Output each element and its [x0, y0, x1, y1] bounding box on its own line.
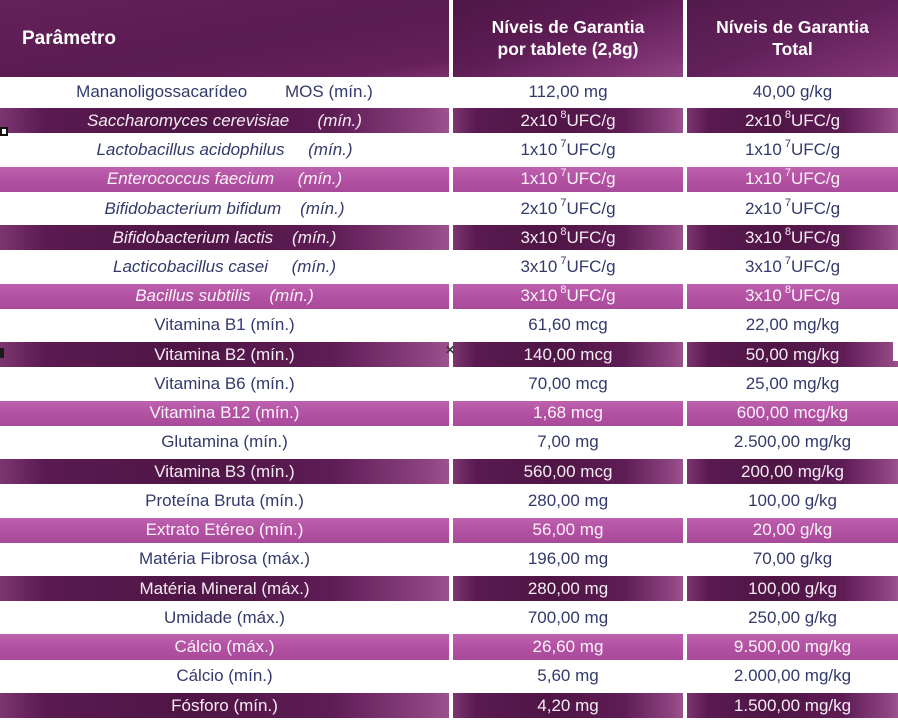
param-cell: Cálcio (mín.) — [0, 661, 449, 691]
table-row: Enterococcus faecium (mín.) 1x10 7 UFC/g 1x… — [0, 164, 898, 194]
param-cell: Bifidobacterium bifidum (mín.) — [0, 193, 449, 224]
per-tablet-value-cell: 7,00 mg — [453, 427, 683, 458]
param-cell: Vitamina B3 (mín.) — [0, 457, 449, 487]
table-row: Saccharomyces cerevisiae (mín.) 2x10 8 UFC… — [0, 106, 898, 136]
table-row: Cálcio (mín.) 5,60 mg 2.000,00 mg/kg — [0, 661, 898, 691]
per-tablet-value-cell: 700,00 mg — [453, 603, 683, 633]
total-value-cell: 2x10 7 UFC/g — [687, 193, 898, 224]
table-row: Vitamina B2 (mín.) 140,00 mcg 50,00 mg/kg — [0, 340, 898, 370]
param-cell: Lacticobacillus casei (mín.) — [0, 252, 449, 282]
total-value-cell: 2.500,00 mg/kg — [687, 427, 898, 458]
total-value-cell: 40,00 g/kg — [687, 77, 898, 107]
table-row: Bifidobacterium bifidum (mín.) 2x10 7 UFC/… — [0, 193, 898, 224]
per-tablet-value-cell: 1x10 7 UFC/g — [453, 135, 683, 165]
per-tablet-value-cell: 196,00 mg — [453, 544, 683, 574]
selection-handle-icon — [0, 127, 8, 136]
param-cell: Enterococcus faecium (mín.) — [0, 164, 449, 194]
table-row: Bacillus subtilis (mín.) 3x10 8 UFC/g 3x10 8… — [0, 281, 898, 311]
per-tablet-value-cell: 560,00 mcg — [453, 457, 683, 487]
total-value-cell: 50,00 mg/kg — [687, 340, 898, 370]
table-row: Bifidobacterium lactis (mín.) 3x10 8 UFC/g… — [0, 223, 898, 253]
param-cell: Matéria Fibrosa (máx.) — [0, 544, 449, 574]
per-tablet-value-cell: 280,00 mg — [453, 573, 683, 604]
total-value-cell: 70,00 g/kg — [687, 544, 898, 574]
total-value-cell: 250,00 g/kg — [687, 603, 898, 633]
per-tablet-value-cell: 70,00 mcg — [453, 369, 683, 399]
total-value-cell: 20,00 g/kg — [687, 515, 898, 545]
total-value-cell: 9.500,00 mg/kg — [687, 632, 898, 662]
total-value-cell: 100,00 g/kg — [687, 486, 898, 516]
total-value-cell: 3x10 8 UFC/g — [687, 223, 898, 253]
table-row: Fósforo (mín.) 4,20 mg 1.500,00 mg/kg — [0, 690, 898, 720]
move-cursor-icon: ✕ — [444, 343, 456, 357]
per-tablet-value-cell: 56,00 mg — [453, 515, 683, 545]
table-row: Vitamina B12 (mín.) 1,68 mcg 600,00 mcg/kg — [0, 398, 898, 428]
total-value-cell: 100,00 g/kg — [687, 573, 898, 604]
per-tablet-value-cell: 2x10 8 UFC/g — [453, 106, 683, 136]
param-cell: Vitamina B1 (mín.) — [0, 310, 449, 341]
total-value-cell: 600,00 mcg/kg — [687, 398, 898, 428]
table-row: Proteína Bruta (mín.) 280,00 mg 100,00 g/k… — [0, 486, 898, 516]
per-tablet-value-cell: 4,20 mg — [453, 690, 683, 720]
per-tablet-value-cell: 61,60 mcg — [453, 310, 683, 341]
total-value-cell: 22,00 mg/kg — [687, 310, 898, 341]
table-row: Umidade (máx.) 700,00 mg 250,00 g/kg — [0, 603, 898, 633]
param-cell: Bacillus subtilis (mín.) — [0, 281, 449, 311]
total-value-cell: 200,00 mg/kg — [687, 457, 898, 487]
param-cell: Matéria Mineral (máx.) — [0, 573, 449, 604]
per-tablet-value-cell: 1,68 mcg — [453, 398, 683, 428]
per-tablet-value-cell: 5,60 mg — [453, 661, 683, 691]
param-cell: Proteína Bruta (mín.) — [0, 486, 449, 516]
table-row: Cálcio (máx.) 26,60 mg 9.500,00 mg/kg — [0, 632, 898, 662]
table-row: Extrato Etéreo (mín.) 56,00 mg 20,00 g/kg — [0, 515, 898, 545]
table-row: Mananoligossacarídeo MOS (mín.) 112,00 mg… — [0, 77, 898, 107]
table-body: Mananoligossacarídeo MOS (mín.) 112,00 mg… — [0, 77, 898, 720]
per-tablet-value-cell: 112,00 mg — [453, 77, 683, 107]
table-row: Matéria Mineral (máx.) 280,00 mg 100,00 g/… — [0, 573, 898, 604]
column-header-total: Níveis de Garantia Total — [687, 0, 898, 77]
total-value-cell: 1.500,00 mg/kg — [687, 690, 898, 720]
param-cell: Mananoligossacarídeo MOS (mín.) — [0, 77, 449, 107]
per-tablet-value-cell: 3x10 8 UFC/g — [453, 223, 683, 253]
param-cell: Glutamina (mín.) — [0, 427, 449, 458]
selection-handle-icon — [0, 348, 4, 358]
selection-handle-icon — [893, 341, 898, 361]
total-value-cell: 3x10 8 UFC/g — [687, 281, 898, 311]
total-value-cell: 2.000,00 mg/kg — [687, 661, 898, 691]
per-tablet-value-cell: 140,00 mcg — [453, 340, 683, 370]
table-row: Vitamina B6 (mín.) 70,00 mcg 25,00 mg/kg — [0, 369, 898, 399]
column-header-per-tablet: Níveis de Garantia por tablete (2,8g) — [453, 0, 683, 77]
table-row: Lacticobacillus casei (mín.) 3x10 7 UFC/g 3… — [0, 252, 898, 282]
table-row: Glutamina (mín.) 7,00 mg 2.500,00 mg/kg — [0, 427, 898, 458]
param-cell: Cálcio (máx.) — [0, 632, 449, 662]
per-tablet-value-cell: 26,60 mg — [453, 632, 683, 662]
param-cell: Vitamina B6 (mín.) — [0, 369, 449, 399]
total-value-cell: 25,00 mg/kg — [687, 369, 898, 399]
column-header-parametro: Parâmetro — [0, 0, 449, 77]
per-tablet-value-cell: 1x10 7 UFC/g — [453, 164, 683, 194]
per-tablet-value-cell: 3x10 7 UFC/g — [453, 252, 683, 282]
param-cell: Bifidobacterium lactis (mín.) — [0, 223, 449, 253]
table-row: Lactobacillus acidophilus (mín.) 1x10 7 UF… — [0, 135, 898, 165]
total-value-cell: 3x10 7 UFC/g — [687, 252, 898, 282]
table-header-row: Parâmetro Níveis de Garantia por tablete… — [0, 0, 898, 77]
param-cell: Fósforo (mín.) — [0, 690, 449, 720]
table-row: Vitamina B3 (mín.) 560,00 mcg 200,00 mg/kg — [0, 457, 898, 487]
param-cell: Saccharomyces cerevisiae (mín.) — [0, 106, 449, 136]
total-value-cell: 1x10 7 UFC/g — [687, 135, 898, 165]
per-tablet-value-cell: 2x10 7 UFC/g — [453, 193, 683, 224]
param-cell: Umidade (máx.) — [0, 603, 449, 633]
table-row: Vitamina B1 (mín.) 61,60 mcg 22,00 mg/kg — [0, 310, 898, 341]
param-cell: Vitamina B12 (mín.) — [0, 398, 449, 428]
per-tablet-value-cell: 3x10 8 UFC/g — [453, 281, 683, 311]
param-cell: Lactobacillus acidophilus (mín.) — [0, 135, 449, 165]
total-value-cell: 2x10 8 UFC/g — [687, 106, 898, 136]
param-cell: Extrato Etéreo (mín.) — [0, 515, 449, 545]
per-tablet-value-cell: 280,00 mg — [453, 486, 683, 516]
table-row: Matéria Fibrosa (máx.) 196,00 mg 70,00 g/k… — [0, 544, 898, 574]
param-cell: Vitamina B2 (mín.) — [0, 340, 449, 370]
total-value-cell: 1x10 7 UFC/g — [687, 164, 898, 194]
